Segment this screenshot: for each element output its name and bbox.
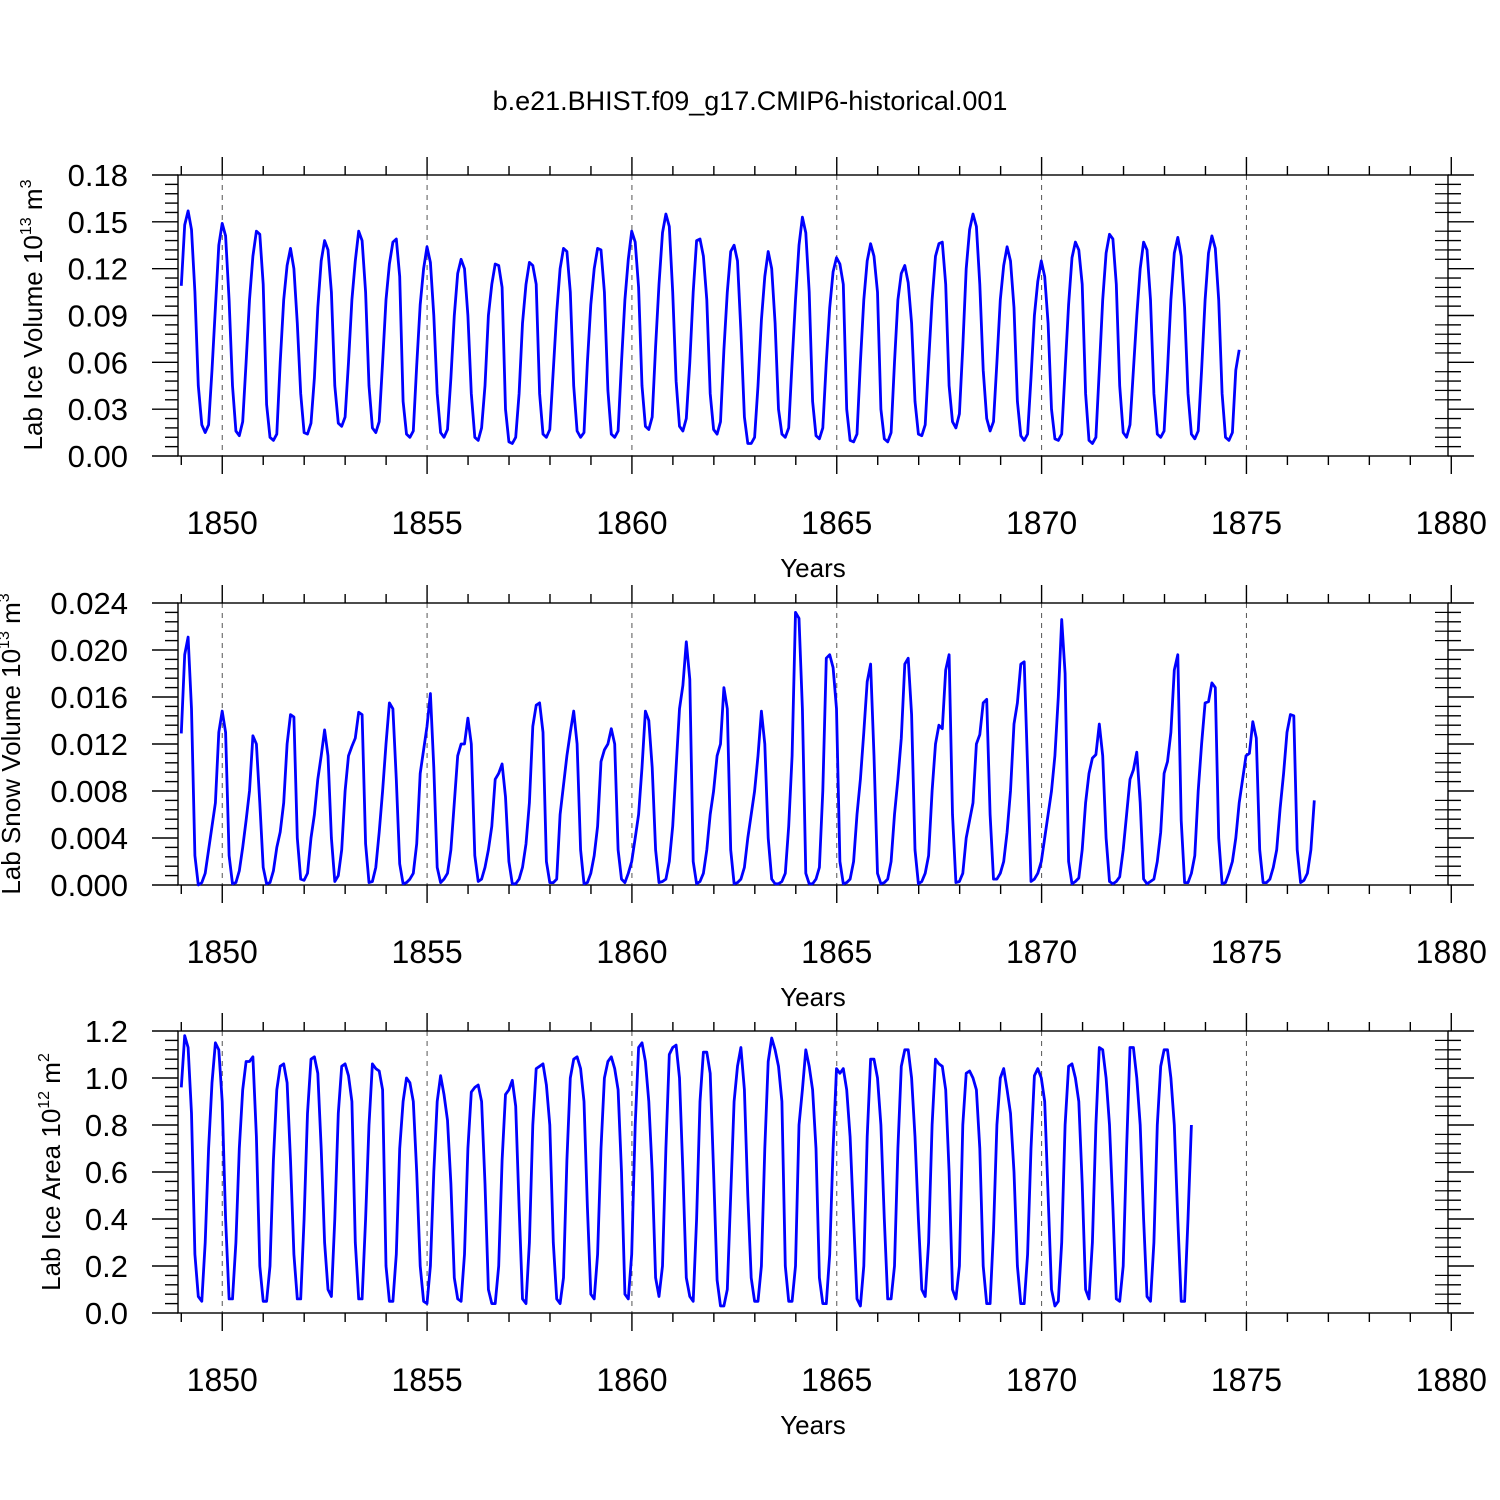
chart-panel-3: 1850 1855 1860 1865 1870 1875 1880 Years 0.0 0.2 0…: [36, 1013, 1487, 1440]
y-tick-label: 0.2: [85, 1249, 128, 1284]
x-tick-label: 1880: [1416, 505, 1487, 541]
x-tick-label: 1865: [801, 1362, 872, 1398]
y-tick-label: 0.15: [68, 205, 128, 240]
x-tick-label: 1875: [1211, 934, 1282, 970]
y-tick-label: 0.18: [68, 158, 128, 193]
y-tick-label: 0.008: [50, 774, 128, 809]
y-tick-label: 0.0: [85, 1296, 128, 1331]
x-tick-label: 1860: [596, 1362, 667, 1398]
y-tick-label: 1.0: [85, 1061, 128, 1096]
x-tick-label: 1855: [391, 934, 462, 970]
y-tick-label: 0.03: [68, 392, 128, 427]
y-tick-label: 0.09: [68, 299, 128, 334]
x-tick-label: 1865: [801, 505, 872, 541]
series-line: [179, 1034, 1193, 1308]
figure-title: b.e21.BHIST.f09_g17.CMIP6-historical.001: [493, 86, 1008, 116]
x-tick-label: 1870: [1006, 934, 1077, 970]
chart-panel-2: 1850 1855 1860 1865 1870 1875 1880 Years 0.000 0.…: [0, 585, 1487, 1012]
y-axis-label: Lab Ice Volume 1013 m3: [18, 179, 48, 450]
y-tick-label: 0.004: [50, 821, 128, 856]
y-axis-label: Lab Ice Area 1012 m2: [36, 1053, 66, 1291]
y-tick-label: 0.06: [68, 345, 128, 380]
x-tick-label: 1860: [596, 934, 667, 970]
x-tick-label: 1850: [187, 505, 258, 541]
x-tick-label: 1875: [1211, 505, 1282, 541]
y-tick-label: 0.000: [50, 868, 128, 903]
x-tick-label: 1880: [1416, 934, 1487, 970]
x-tick-label: 1875: [1211, 1362, 1282, 1398]
y-tick-label: 0.016: [50, 680, 128, 715]
x-axis-label: Years: [780, 553, 846, 583]
chart-panel-1: 1850 1855 1860 1865 1870 1875 1880 Years 0.00 0.0…: [18, 157, 1487, 583]
panels: 1850 1855 1860 1865 1870 1875 1880 Years 0.00 0.0…: [0, 157, 1487, 1440]
x-tick-label: 1865: [801, 934, 872, 970]
y-tick-label: 0.6: [85, 1155, 128, 1190]
y-tick-label: 0.024: [50, 586, 128, 621]
series-line: [179, 209, 1241, 445]
y-tick-label: 0.12: [68, 252, 128, 287]
x-tick-label: 1850: [187, 1362, 258, 1398]
x-axis-label: Years: [780, 982, 846, 1012]
y-tick-label: 0.020: [50, 633, 128, 668]
x-tick-label: 1855: [391, 505, 462, 541]
y-tick-label: 0.00: [68, 439, 128, 474]
x-tick-label: 1855: [391, 1362, 462, 1398]
y-tick-label: 0.012: [50, 727, 128, 762]
x-axis-label: Years: [780, 1410, 846, 1440]
y-tick-label: 1.2: [85, 1014, 128, 1049]
y-axis-label: Lab Snow Volume 1013 m3: [0, 593, 26, 894]
series-line: [179, 611, 1316, 887]
x-tick-label: 1850: [187, 934, 258, 970]
x-tick-label: 1870: [1006, 505, 1077, 541]
y-tick-label: 0.4: [85, 1202, 128, 1237]
x-tick-label: 1860: [596, 505, 667, 541]
x-tick-label: 1880: [1416, 1362, 1487, 1398]
x-tick-label: 1870: [1006, 1362, 1077, 1398]
y-tick-label: 0.8: [85, 1108, 128, 1143]
